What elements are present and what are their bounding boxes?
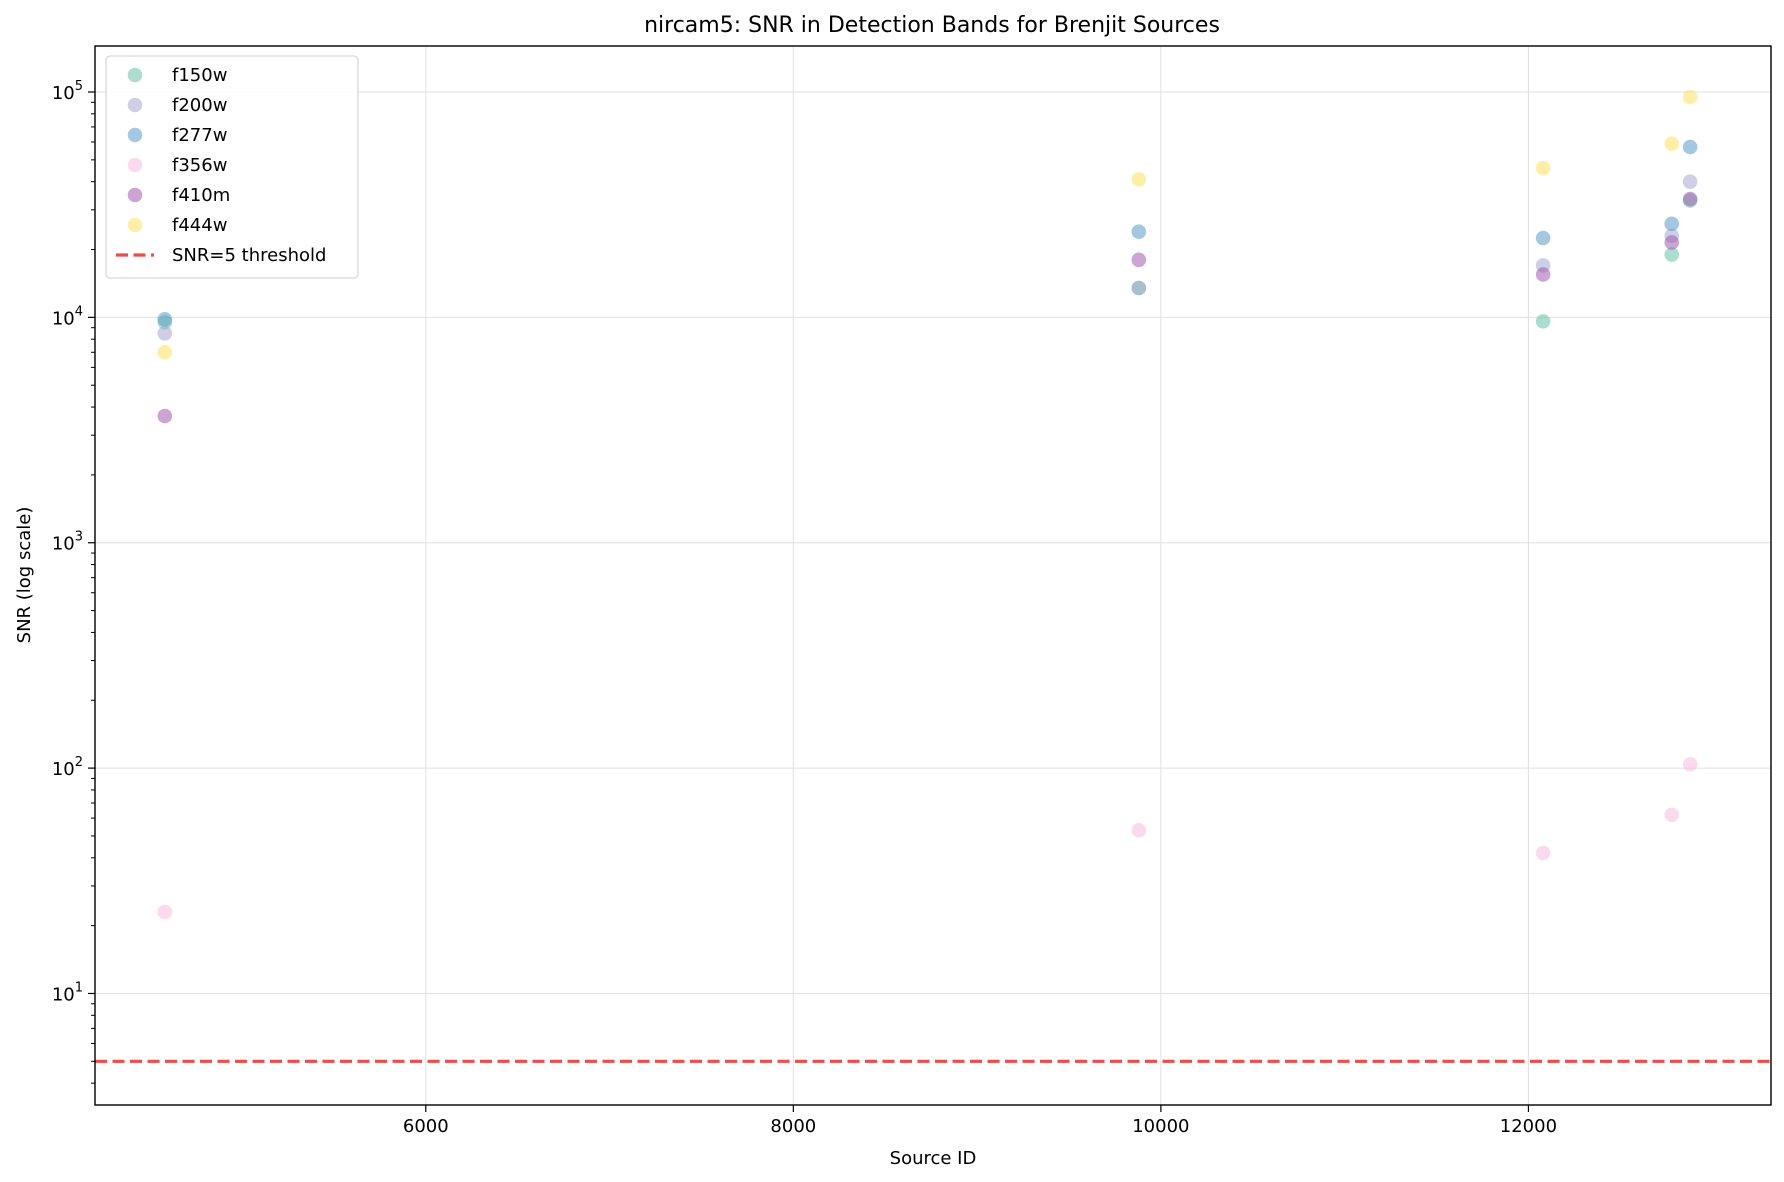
y-tick-label: 102 bbox=[52, 755, 83, 780]
legend-label: SNR=5 threshold bbox=[172, 245, 326, 266]
chart-title: nircam5: SNR in Detection Bands for Bren… bbox=[644, 13, 1220, 38]
legend-label: f200w bbox=[172, 95, 227, 116]
data-point-f410m bbox=[157, 408, 173, 424]
data-point-f277w bbox=[1664, 216, 1680, 232]
y-tick-label-base: 10 bbox=[52, 83, 75, 104]
data-point-f444w bbox=[1682, 89, 1698, 105]
y-tick-label-base: 10 bbox=[52, 759, 75, 780]
data-point-f444w bbox=[1664, 136, 1680, 151]
data-point-f444w bbox=[157, 344, 173, 360]
legend-marker-f150w bbox=[127, 67, 143, 83]
y-tick-label: 103 bbox=[52, 530, 83, 555]
legend-label: f277w bbox=[172, 125, 227, 146]
y-tick-label-exponent: 2 bbox=[75, 755, 83, 770]
legend-label: f150w bbox=[172, 65, 227, 86]
data-point-f356w bbox=[1535, 845, 1551, 861]
series-f410m bbox=[157, 191, 1698, 424]
data-point-f410m bbox=[1664, 235, 1680, 250]
series-f444w bbox=[157, 89, 1698, 360]
y-axis-label: SNR (log scale) bbox=[14, 507, 35, 644]
data-point-f444w bbox=[1535, 160, 1551, 176]
data-point-f200w bbox=[1682, 174, 1698, 189]
data-point-f444w bbox=[1131, 171, 1147, 187]
data-point-f150w bbox=[1664, 247, 1680, 262]
grid-lines bbox=[95, 46, 1771, 1105]
legend-marker-f356w bbox=[127, 157, 143, 173]
legend-marker-f444w bbox=[127, 217, 143, 233]
data-point-f277w bbox=[1535, 230, 1551, 246]
y-tick-label: 101 bbox=[52, 980, 83, 1005]
x-tick-label: 12000 bbox=[1500, 1116, 1557, 1137]
data-points bbox=[157, 89, 1698, 920]
legend-marker-f277w bbox=[127, 127, 143, 143]
y-tick-label: 104 bbox=[52, 304, 83, 329]
data-point-f200w bbox=[1131, 280, 1147, 296]
legend: f150w f200w f277w f356w f410m f444w SNR=5 thre… bbox=[105, 55, 359, 279]
x-tick-label: 8000 bbox=[770, 1116, 816, 1137]
y-tick-label-base: 10 bbox=[52, 308, 75, 329]
data-point-f356w bbox=[157, 904, 173, 920]
y-tick-label-exponent: 4 bbox=[75, 304, 83, 319]
legend-label: f444w bbox=[172, 215, 227, 236]
x-tick-label: 6000 bbox=[403, 1116, 449, 1137]
legend-marker-f200w bbox=[127, 97, 143, 113]
y-tick-label-base: 10 bbox=[52, 534, 75, 555]
series-f277w bbox=[157, 139, 1698, 327]
legend-label: f410m bbox=[172, 185, 230, 206]
y-tick-label-base: 10 bbox=[52, 984, 75, 1005]
x-tick-label: 10000 bbox=[1132, 1116, 1189, 1137]
y-tick-label-exponent: 3 bbox=[75, 530, 83, 545]
data-point-f150w bbox=[1535, 314, 1551, 329]
data-point-f277w bbox=[157, 312, 173, 327]
x-axis: 6000 8000 10000 12000 bbox=[403, 1105, 1557, 1137]
data-point-f410m bbox=[1682, 191, 1698, 207]
legend-box bbox=[105, 55, 359, 279]
data-point-f356w bbox=[1664, 807, 1680, 823]
legend-label: f356w bbox=[172, 155, 227, 176]
data-point-f277w bbox=[1131, 224, 1147, 239]
data-point-f410m bbox=[1131, 252, 1147, 268]
x-axis-label: Source ID bbox=[890, 1148, 977, 1169]
y-tick-label-exponent: 1 bbox=[75, 980, 83, 995]
data-point-f410m bbox=[1535, 267, 1551, 282]
plot-frame bbox=[94, 45, 1772, 1106]
data-point-f277w bbox=[1682, 139, 1698, 155]
y-tick-label: 105 bbox=[52, 79, 83, 104]
legend-marker-f410m bbox=[127, 187, 143, 203]
data-point-f356w bbox=[1682, 756, 1698, 772]
y-tick-label-exponent: 5 bbox=[75, 79, 83, 94]
data-point-f200w bbox=[157, 325, 173, 341]
series-f356w bbox=[157, 756, 1698, 920]
data-point-f356w bbox=[1131, 822, 1147, 838]
